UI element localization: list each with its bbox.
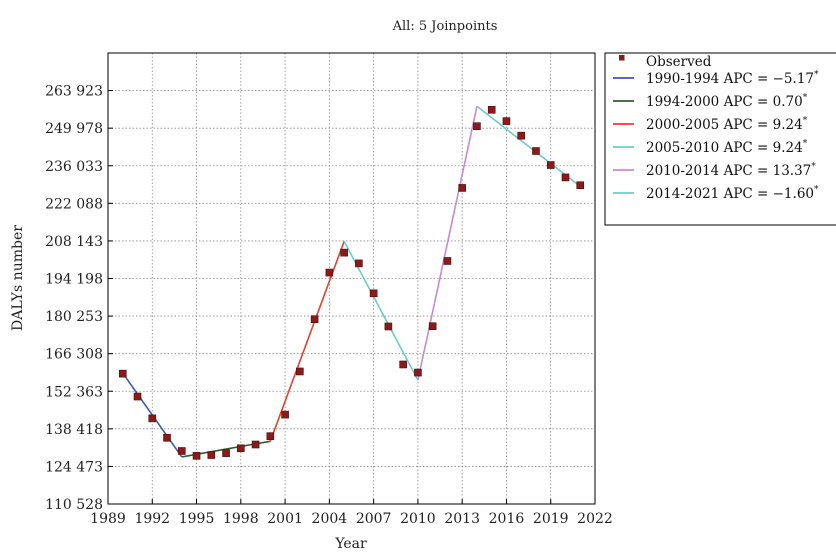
y-tick-label: 236 033 [45,159,103,175]
observed-point [148,414,157,423]
observed-point [163,433,171,442]
observed-point [502,117,511,125]
observed-point [561,173,570,182]
observed-point [369,289,378,298]
legend-box [604,52,836,226]
y-tick-label: 249 978 [45,121,103,137]
y-tick-label: 110 528 [45,497,103,513]
segment-line [417,106,478,381]
y-tick-label: 180 253 [45,309,103,325]
legend-label: 2010-2014 APC = 13.37* [646,162,816,179]
observed-point [414,368,422,377]
observed-point [281,410,289,419]
x-tick-label: 2007 [356,511,392,527]
observed-point [546,161,555,169]
legend-label: 2005-2010 APC = 9.24* [646,139,808,156]
observed-point [517,131,526,140]
x-axis-tick-labels: 1989 1992 1995 1998 2001 2004 2007 2010 2013 2016… [90,511,613,527]
observed-point [340,248,348,257]
x-tick-label: 1995 [179,511,215,527]
observed-point [237,444,245,453]
observed-point [428,322,437,330]
observed-point [576,181,585,190]
observed-point [266,432,275,440]
x-tick-label: 2010 [400,511,436,527]
y-tick-label: 152 363 [45,384,103,400]
observed-point [325,268,334,277]
y-tick-label: 208 143 [45,234,103,250]
observed-point [222,449,230,457]
observed-point [355,259,363,268]
observed-point [443,257,452,265]
x-axis-title: Year [334,536,367,552]
y-tick-label: 166 308 [45,347,103,363]
x-tick-label: 1992 [134,511,170,527]
y-tick-label: 263 923 [45,84,103,100]
observed-points [118,105,585,460]
x-tick-label: 2022 [577,511,613,527]
observed-point [251,440,260,449]
observed-point [473,122,481,131]
observed-point [296,367,304,376]
observed-point [384,322,393,331]
x-tick-label: 2013 [444,511,480,527]
observed-point [133,392,142,401]
x-tick-label: 1998 [223,511,259,527]
y-tick-label: 222 088 [45,196,103,212]
observed-point [458,184,466,192]
x-tick-label: 2019 [533,511,569,527]
observed-point [487,105,496,114]
x-tick-label: 2004 [312,511,348,527]
x-tick-label: 2001 [267,511,303,527]
y-tick-label: 194 198 [45,272,103,288]
observed-point [532,147,540,155]
legend-label: 2000-2005 APC = 9.24* [646,116,808,133]
y-axis-title: DALYs number [10,225,26,331]
joinpoint-segments [122,105,581,458]
y-tick-label: 124 473 [45,459,103,475]
observed-point [207,451,216,459]
legend-observed-marker [619,55,625,61]
legend-label: 2014-2021 APC = −1.60* [646,185,819,202]
legend-observed-label: Observed [646,54,712,70]
axis-ticks [107,90,596,505]
observed-point [310,315,319,323]
legend-label: 1990-1994 APC = −5.17* [646,70,819,87]
legend-label: 1994-2000 APC = 0.70* [646,93,808,110]
chart-title: All: 5 Joinpoints [392,19,498,34]
x-tick-label: 1989 [90,511,126,527]
y-axis-tick-labels: 110 528 124 473 138 418 152 363 166 308 180 2… [45,84,103,513]
observed-point [118,369,127,378]
x-tick-label: 2016 [489,511,525,527]
segment-line [476,105,581,187]
observed-point [177,447,186,455]
grid-lines [108,53,595,504]
observed-point [399,360,407,369]
observed-point [192,452,201,460]
y-tick-label: 138 418 [45,422,103,438]
